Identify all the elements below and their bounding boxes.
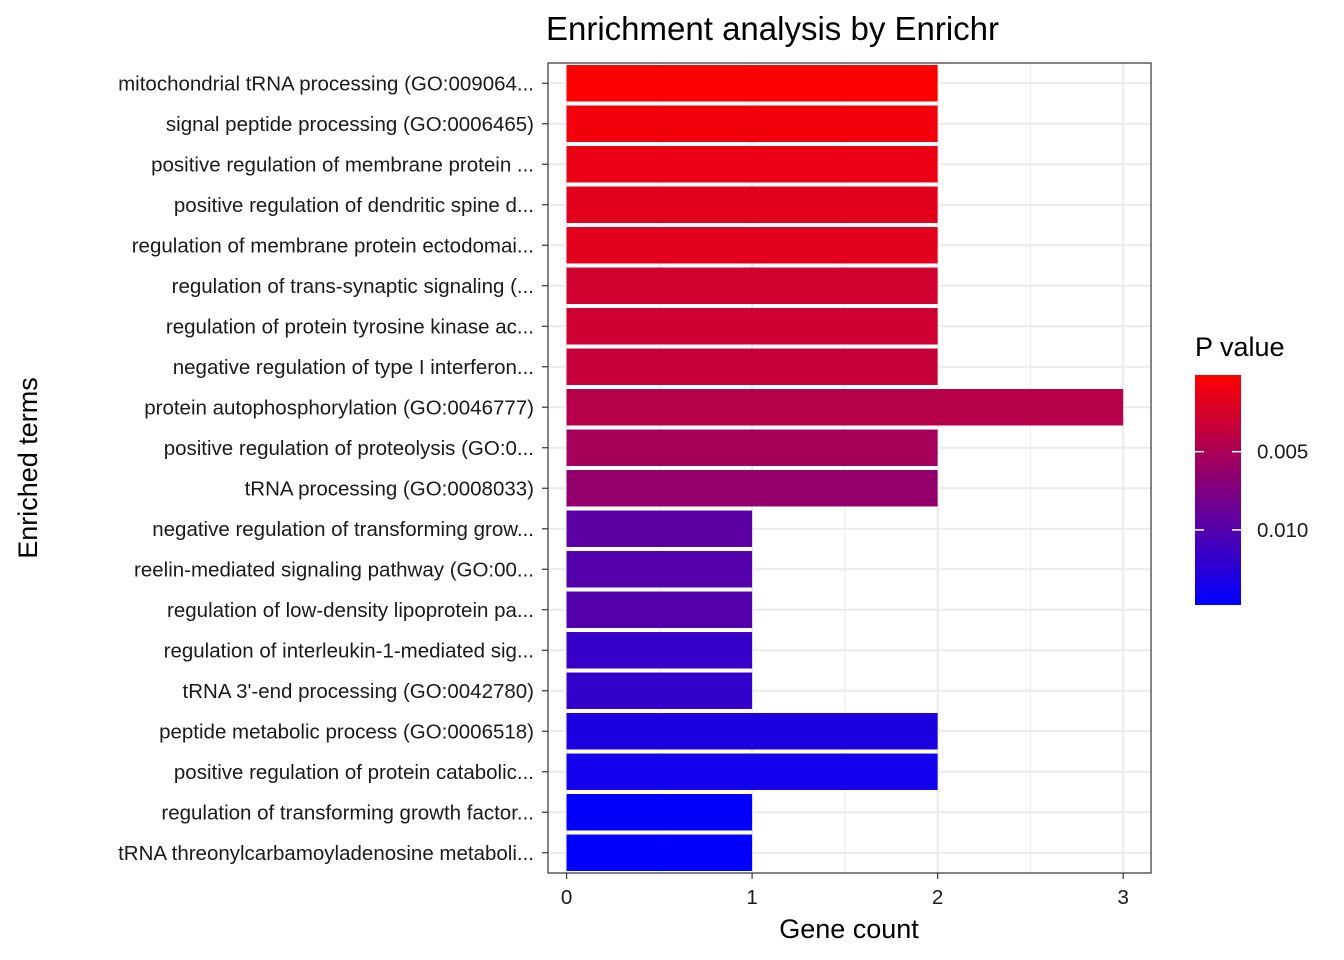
x-tick-label: 2 [932, 886, 943, 909]
y-tick-label: positive regulation of dendritic spine d… [174, 194, 534, 217]
y-tick-label: regulation of transforming growth factor… [161, 801, 534, 824]
x-tick-label: 0 [561, 886, 572, 909]
bar [566, 470, 938, 507]
bar [566, 834, 753, 871]
y-tick-label: negative regulation of type I interferon… [173, 356, 534, 379]
bar [566, 794, 753, 831]
y-tick-label: regulation of protein tyrosine kinase ac… [166, 315, 534, 338]
bar [566, 186, 938, 223]
y-tick-label: regulation of membrane protein ectodomai… [132, 234, 534, 257]
bar [566, 105, 938, 142]
bar [566, 551, 753, 588]
y-tick-label: tRNA 3'-end processing (GO:0042780) [183, 680, 534, 703]
y-tick-label: tRNA processing (GO:0008033) [245, 477, 534, 500]
legend-tick-label: 0.010 [1257, 519, 1308, 542]
bar [566, 591, 753, 628]
y-tick-label: positive regulation of protein catabolic… [174, 761, 534, 784]
bar [566, 429, 938, 466]
y-tick-label: regulation of low-density lipoprotein pa… [167, 599, 534, 622]
grid-lines [548, 63, 1151, 873]
y-tick-label: signal peptide processing (GO:0006465) [166, 113, 534, 136]
bar [566, 389, 1124, 426]
x-axis-title: Gene count [779, 914, 919, 944]
bar [566, 308, 938, 345]
p-value-legend: P value 0.005 0.010 [1195, 332, 1308, 605]
y-tick-label: tRNA threonylcarbamoyladenosine metaboli… [118, 842, 534, 865]
chart-title: Enrichment analysis by Enrichr [546, 10, 999, 47]
x-tick-label: 3 [1117, 886, 1128, 909]
y-tick-label: peptide metabolic process (GO:0006518) [159, 720, 534, 743]
bar [566, 267, 938, 304]
bars [566, 65, 1124, 871]
bar [566, 65, 938, 102]
legend-colorbar [1195, 375, 1241, 605]
bar [566, 348, 938, 385]
legend-tick-label: 0.005 [1257, 441, 1308, 464]
y-axis: mitochondrial tRNA processing (GO:009064… [118, 72, 548, 865]
y-axis-title: Enriched terms [13, 377, 43, 559]
y-tick-label: regulation of interleukin-1-mediated sig… [164, 639, 534, 662]
x-tick-label: 1 [746, 886, 757, 909]
plot-panel [547, 62, 1152, 874]
x-axis: 0 1 2 3 [561, 873, 1129, 909]
bar [566, 510, 753, 547]
legend-ticks: 0.005 0.010 [1195, 441, 1308, 542]
bar [566, 753, 938, 790]
y-tick-label: positive regulation of membrane protein … [151, 153, 534, 176]
y-tick-label: mitochondrial tRNA processing (GO:009064… [118, 72, 534, 95]
panel-border [547, 62, 1152, 874]
y-tick-label: negative regulation of transforming grow… [152, 518, 534, 541]
bar [566, 146, 938, 183]
y-tick-label: regulation of trans-synaptic signaling (… [172, 275, 534, 298]
bar [566, 632, 753, 669]
bar [566, 227, 938, 264]
bar [566, 672, 753, 709]
y-tick-label: positive regulation of proteolysis (GO:0… [164, 437, 534, 460]
legend-title: P value [1195, 332, 1285, 362]
bar [566, 713, 938, 750]
y-tick-label: reelin-mediated signaling pathway (GO:00… [134, 558, 534, 581]
y-tick-label: protein autophosphorylation (GO:0046777) [144, 396, 534, 419]
